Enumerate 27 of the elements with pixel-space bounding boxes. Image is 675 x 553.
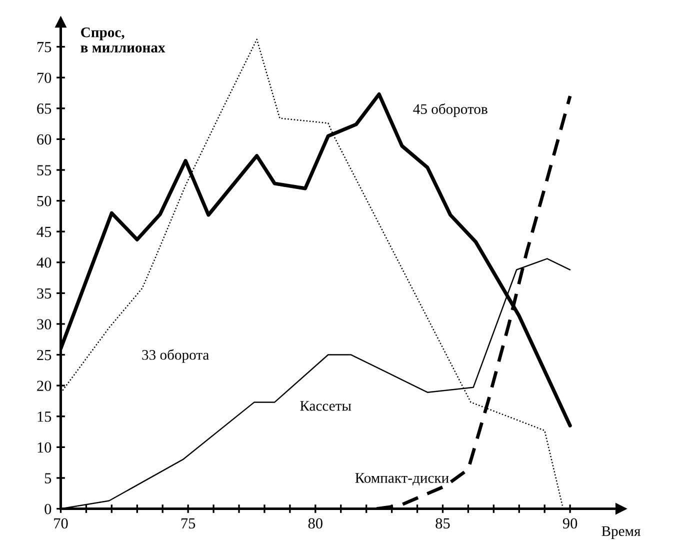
y-tick-label: 20 [37,380,52,392]
y-tick-label: 60 [37,134,52,145]
y-tick-label: 30 [37,319,52,330]
x-tick-label: 80 [308,518,322,529]
text: 33 оборота [142,349,209,363]
series-label: Компакт-диски [355,473,449,486]
y-tick-label: 25 [37,350,52,360]
series-label: Кассеты [300,401,352,411]
y-tick-label: 15 [38,412,52,422]
x-tick-label: 75 [181,518,196,529]
y-tick-label: 35 [37,288,52,299]
y-tick-label: 10 [38,442,52,453]
y-tick-label: 50 [37,196,52,206]
y-tick-label: 0 [44,504,52,514]
y-tick-label: 45 [36,226,52,238]
y-axis-title: Спрос, в миллионах [80,27,166,52]
x-tick-label: 70 [54,518,68,529]
y-tick-label: 65 [37,104,52,114]
x-tick-label: 90 [562,518,578,529]
y-tick-label: 5 [44,473,52,484]
y-tick-label: 55 [37,165,52,176]
x-axis-title: Время [602,526,640,540]
y-tick-label: 70 [37,72,52,84]
x-tick-label: 85 [436,518,450,529]
y-tick-label: 75 [37,42,52,52]
series-label: 45 оборотов [413,103,488,117]
y-tick-label: 40 [36,258,52,268]
